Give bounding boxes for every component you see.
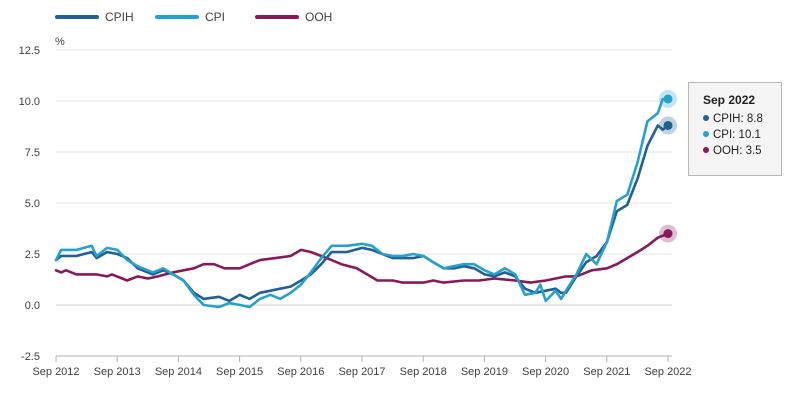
series-line-ooh [54, 232, 670, 284]
y-tick-label: 0.0 [25, 300, 40, 312]
legend-label-ooh: OOH [305, 10, 333, 24]
legend-item-cpi[interactable]: CPI [155, 8, 225, 26]
axes: 12.5 10.0 7.5 5.0 2.5 0.0 -2.5 Sep 2012 Sep 2013… [19, 45, 692, 378]
grid-lines [56, 49, 672, 357]
legend-item-cpih[interactable]: CPIH [55, 8, 134, 26]
end-marker-cpi [663, 94, 673, 104]
legend-swatch-cpih [55, 15, 99, 19]
series-line-cpi [54, 97, 670, 309]
legend-label-cpi: CPI [205, 10, 226, 24]
y-tick-label: -2.5 [21, 351, 40, 363]
x-tick-label: Sep 2019 [461, 366, 508, 378]
y-tick-label: 12.5 [19, 45, 40, 57]
y-axis-unit-label: % [55, 36, 65, 48]
end-marker-ooh [663, 229, 673, 239]
tooltip-row-cpi: CPI: 10.1 [703, 127, 781, 143]
x-tick-label: Sep 2014 [155, 366, 202, 378]
tooltip-dot-cpi [703, 131, 709, 137]
x-tick-label: Sep 2021 [583, 366, 630, 378]
legend-item-ooh[interactable]: OOH [255, 8, 332, 26]
x-tick-label: Sep 2020 [522, 366, 569, 378]
tooltip-value-ooh: OOH: 3.5 [713, 145, 762, 157]
tooltip-title: Sep 2022 [703, 93, 756, 107]
tooltip-value-cpih: CPIH: 8.8 [713, 113, 763, 125]
y-tick-label: 7.5 [25, 147, 40, 159]
legend-swatch-ooh [255, 15, 299, 19]
x-tick-label: Sep 2012 [32, 366, 79, 378]
x-tick-label: Sep 2017 [338, 366, 385, 378]
tooltip-dot-ooh [703, 147, 709, 153]
end-markers [659, 89, 677, 243]
y-tick-label: 2.5 [25, 249, 40, 261]
tooltip-row-cpih: CPIH: 8.8 [703, 111, 781, 127]
tooltip-value-cpi: CPI: 10.1 [713, 129, 761, 141]
y-tick-label: 5.0 [25, 198, 40, 210]
x-tick-label: Sep 2018 [400, 366, 447, 378]
x-tick-label: Sep 2016 [277, 366, 324, 378]
end-marker-cpih [663, 120, 673, 130]
legend-label-cpih: CPIH [105, 10, 134, 24]
legend-swatch-cpi [155, 15, 199, 19]
y-tick-label: 10.0 [19, 96, 40, 108]
tooltip-row-ooh: OOH: 3.5 [703, 143, 781, 159]
tooltip-dot-cpih [703, 115, 709, 121]
tooltip: Sep 2022 CPIH: 8.8 CPI: 10.1 OOH: 3.5 [688, 82, 782, 176]
x-tick-label: Sep 2015 [216, 366, 263, 378]
x-tick-label: Sep 2022 [644, 366, 691, 378]
series-lines [54, 97, 670, 309]
x-tick-label: Sep 2013 [94, 366, 141, 378]
